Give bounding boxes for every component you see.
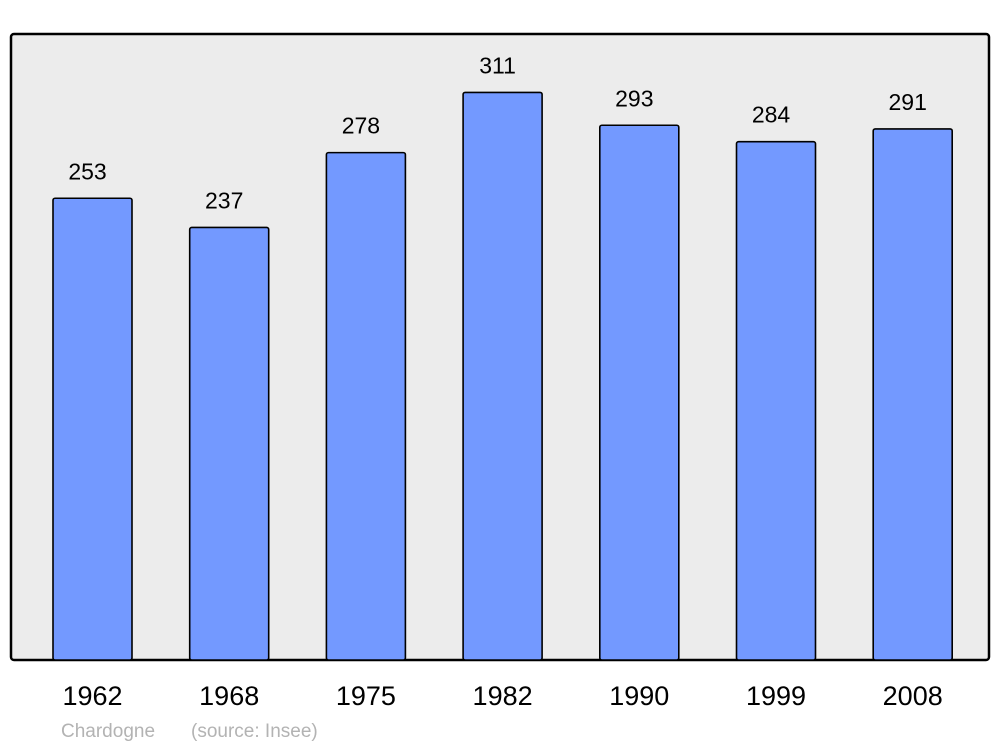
data-label-1962: 253 xyxy=(68,158,106,184)
bar-1968 xyxy=(188,226,270,661)
x-tick-label-1990: 1990 xyxy=(609,681,669,711)
x-tick-label-1999: 1999 xyxy=(746,681,806,711)
x-tick-label-1982: 1982 xyxy=(473,681,533,711)
footer-source: (source: Insee) xyxy=(191,721,318,742)
data-label-1982: 311 xyxy=(479,52,516,78)
bar-1982 xyxy=(462,91,543,661)
bar-1962 xyxy=(52,197,133,661)
x-tick-label-2008: 2008 xyxy=(883,681,943,711)
data-label-2008: 291 xyxy=(889,89,927,115)
x-tick-label-1968: 1968 xyxy=(199,681,259,711)
data-label-1999: 284 xyxy=(752,102,791,128)
data-label-1975: 278 xyxy=(342,113,380,139)
bar-2008 xyxy=(872,128,954,661)
footer-place: Chardogne xyxy=(61,721,155,742)
data-label-1990: 293 xyxy=(615,85,653,111)
data-label-1968: 237 xyxy=(205,187,243,213)
x-tick-label-1975: 1975 xyxy=(336,681,396,711)
bar-1990 xyxy=(598,124,680,661)
x-tick-label-1962: 1962 xyxy=(62,681,122,711)
bar-1975 xyxy=(325,151,407,661)
bar-1999 xyxy=(735,140,817,661)
